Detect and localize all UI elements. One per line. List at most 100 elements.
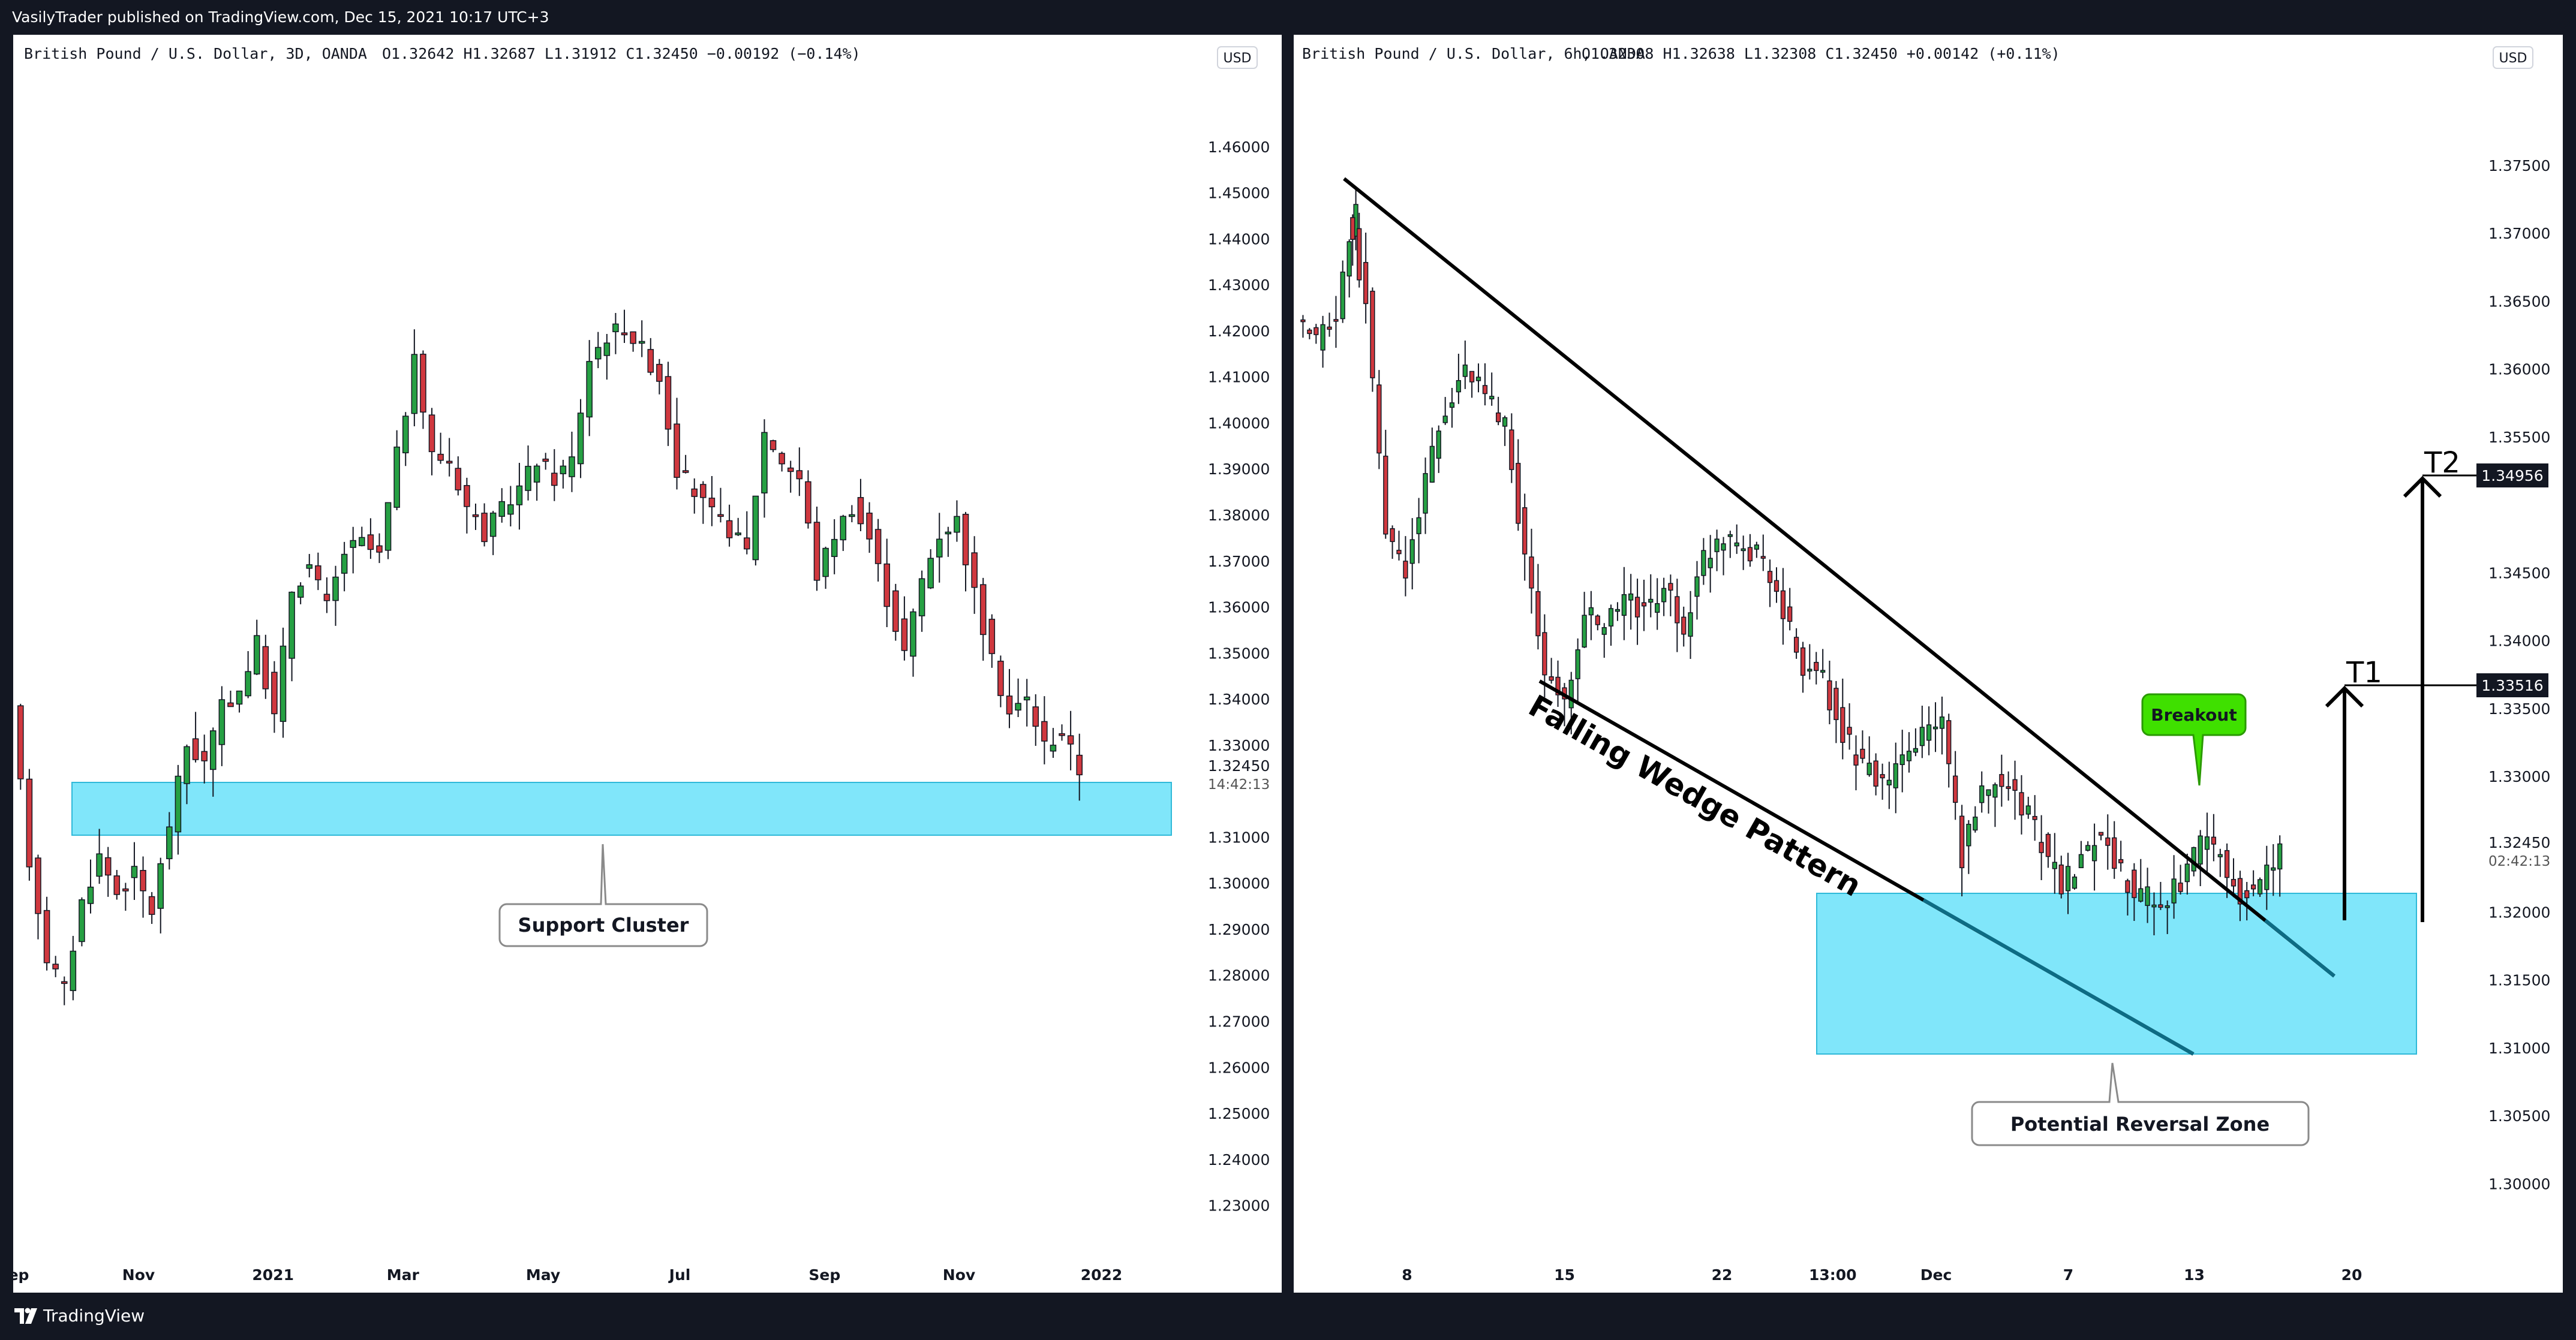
- candle: [1496, 396, 1501, 426]
- x-tick-label: 7: [2063, 1266, 2073, 1284]
- reversal-callout: Potential Reversal Zone: [1971, 1062, 2310, 1146]
- candle: [1655, 578, 1660, 630]
- candle-body: [2112, 837, 2117, 869]
- candle-body: [612, 323, 619, 333]
- currency-badge[interactable]: USD: [2493, 46, 2533, 69]
- time-axis[interactable]: Sep Nov 2021 Mar May Jul Sep Nov 2022: [13, 1266, 1122, 1284]
- candle-body: [569, 456, 575, 477]
- candle-body: [446, 460, 453, 464]
- candle-body: [674, 423, 680, 478]
- candle: [1050, 728, 1057, 758]
- candle: [236, 690, 243, 713]
- candle-body: [210, 730, 217, 770]
- candle-body: [1059, 733, 1065, 736]
- candle-body: [1714, 538, 1720, 552]
- candle: [1760, 534, 1766, 571]
- y-tick-label: 1.34000: [2488, 633, 2550, 650]
- candle: [1840, 678, 1845, 760]
- candle-body: [603, 342, 611, 356]
- candle: [1469, 371, 1475, 398]
- candle-body: [1449, 402, 1455, 408]
- candle-body: [1973, 817, 1978, 831]
- candle: [306, 553, 313, 577]
- last-price-label: 1.32450 02:42:13: [2488, 834, 2550, 869]
- candle-body: [2198, 835, 2203, 865]
- tradingview-logo-icon: [14, 1308, 37, 1324]
- last-price-label: 1.32450 14:42:13: [1208, 757, 1270, 793]
- candle-body: [1482, 385, 1488, 395]
- chart-left-svg[interactable]: British Pound / U.S. Dollar, 3D, OANDA O…: [13, 35, 1282, 1293]
- candle-body: [796, 470, 803, 480]
- candle: [1409, 518, 1415, 590]
- candle: [1661, 577, 1667, 616]
- candle-body: [1516, 463, 1521, 524]
- candle: [883, 538, 890, 627]
- y-tick-label: 1.43000: [1208, 276, 1270, 294]
- candle-body: [997, 661, 1004, 696]
- price-axis[interactable]: 1.46000 1.45000 1.44000 1.43000 1.42000 1.410…: [1208, 138, 1270, 1215]
- candle-body: [1307, 329, 1312, 335]
- candle: [1906, 732, 1912, 773]
- candle: [1549, 658, 1554, 684]
- candle: [157, 857, 164, 934]
- candle: [542, 453, 549, 470]
- candle: [35, 854, 41, 939]
- candle: [656, 359, 663, 395]
- x-tick-label: Nov: [122, 1266, 155, 1284]
- candle: [857, 478, 864, 531]
- candle-body: [1423, 473, 1428, 514]
- candle-body: [1959, 815, 1965, 869]
- candle-body: [376, 545, 383, 553]
- candle-body: [577, 412, 584, 465]
- chart-panel-right[interactable]: Falling Wedge Pattern Breakout T1 T2 Bri…: [1294, 35, 2563, 1293]
- candle: [367, 518, 374, 559]
- support-zone: [71, 782, 1172, 836]
- candle: [603, 334, 611, 380]
- time-axis[interactable]: 8 15 22 13:00 Dec 7 13 20: [1402, 1266, 2362, 1284]
- chart-right-svg[interactable]: Falling Wedge Pattern Breakout T1 T2 Bri…: [1294, 35, 2563, 1293]
- candle: [1939, 696, 1945, 755]
- candle: [1708, 535, 1713, 593]
- candle: [2025, 796, 2031, 819]
- candle-body: [2191, 847, 2196, 872]
- candle: [113, 870, 121, 900]
- candle: [1357, 212, 1362, 288]
- candle-body: [971, 552, 978, 588]
- candle: [1313, 324, 1319, 344]
- candle: [1059, 724, 1065, 741]
- candle-body: [1966, 824, 1971, 847]
- candle: [586, 340, 593, 436]
- candle: [525, 445, 531, 501]
- y-tick-label: 1.27000: [1208, 1013, 1270, 1031]
- candle-body: [2244, 890, 2250, 899]
- y-tick-label: 1.36000: [1208, 599, 1270, 616]
- candle-body: [1655, 603, 1660, 613]
- candle: [1880, 763, 1885, 800]
- candle-body: [962, 513, 969, 565]
- candle-body: [874, 529, 882, 564]
- candle-body: [1774, 580, 1780, 592]
- candle: [2165, 900, 2170, 934]
- candle-body: [1688, 612, 1693, 637]
- currency-badge[interactable]: USD: [1217, 46, 1258, 69]
- candle-body: [533, 465, 540, 483]
- chart-panel-left[interactable]: British Pound / U.S. Dollar, 3D, OANDA O…: [13, 35, 1282, 1293]
- candle: [1847, 703, 1852, 750]
- price-axis[interactable]: 1.37500 1.37000 1.36500 1.36000 1.35500 1.345…: [2488, 157, 2550, 1193]
- candle: [1522, 493, 1528, 581]
- candle-body: [2105, 837, 2111, 846]
- candle-body: [2085, 845, 2091, 851]
- candle-body: [1919, 727, 1925, 746]
- candle: [971, 536, 978, 614]
- candle-body: [1396, 550, 1402, 555]
- candle-body: [192, 738, 199, 760]
- candle: [761, 419, 768, 518]
- candle: [297, 582, 304, 604]
- candle-body: [1489, 396, 1495, 400]
- publish-header: VasilyTrader published on TradingView.co…: [0, 0, 2576, 35]
- y-tick-label: 1.30000: [2488, 1175, 2550, 1193]
- candle-body: [1313, 327, 1319, 335]
- support-callout: Support Cluster: [498, 844, 708, 947]
- candle-body: [927, 558, 934, 589]
- candle-body: [367, 534, 374, 550]
